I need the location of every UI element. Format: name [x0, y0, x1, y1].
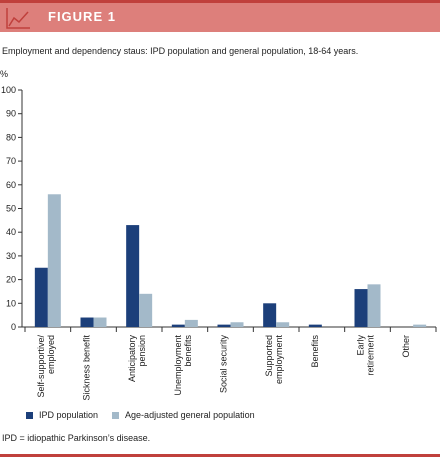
bar-general: [413, 324, 427, 327]
bar-ipd: [34, 267, 48, 327]
bar-general: [184, 319, 198, 327]
x-tick-label-line: Self-supportive/: [36, 335, 46, 398]
bar-ipd: [171, 324, 185, 327]
x-tick-label-line: Social security: [219, 335, 229, 394]
y-tick-label: 30: [6, 251, 16, 261]
chart-title: Employment and dependency staus: IPD pop…: [2, 46, 359, 56]
x-tick-label: Earlyretirement: [356, 335, 376, 376]
bar-ipd: [217, 324, 231, 327]
y-tick-label: 80: [6, 132, 16, 142]
figure-header: FIGURE 1: [0, 0, 440, 32]
bar-ipd: [354, 289, 368, 327]
bottom-rule: [0, 454, 440, 457]
y-tick-label: 70: [6, 156, 16, 166]
legend-item-ipd: IPD population: [26, 410, 98, 420]
bar-general: [230, 322, 244, 327]
y-tick-label: 100: [1, 85, 16, 95]
y-tick-label: 10: [6, 298, 16, 308]
legend-swatch-general: [112, 411, 120, 419]
x-tick-label-line: Unemployment: [173, 335, 183, 396]
y-tick-label: 60: [6, 180, 16, 190]
x-tick-label-line: employment: [274, 335, 284, 385]
x-tick-label-line: Other: [401, 335, 411, 358]
x-tick-label: Anticipatorypension: [127, 335, 147, 383]
bar-general: [276, 322, 290, 327]
bar-general: [93, 317, 107, 327]
bar-chart: % 0 10 20 30 40 50 60 70 80 90 100 Self-supportive/e…: [0, 69, 437, 401]
x-tick-label-line: employed: [46, 335, 56, 374]
figure-title: FIGURE 1: [48, 9, 116, 24]
x-tick-label: Other: [401, 335, 411, 358]
x-tick-label-line: Early: [356, 335, 366, 356]
legend-label-ipd: IPD population: [39, 410, 99, 420]
y-tick-label: 90: [6, 109, 16, 119]
bar-general: [367, 284, 381, 327]
legend-item-general: Age-adjusted general population: [112, 410, 255, 420]
footnote: IPD = idiopathic Parkinson’s disease.: [2, 433, 151, 443]
x-tick-label: Unemploymentbenefits: [173, 335, 193, 396]
x-tick-label: Supportedemployment: [264, 335, 284, 385]
x-tick-label-line: Benefits: [310, 335, 320, 368]
bar-ipd: [308, 324, 322, 327]
legend-label-general: Age-adjusted general population: [125, 410, 255, 420]
line-chart-icon: [6, 8, 30, 29]
y-tick-label: 20: [6, 275, 16, 285]
x-tick-label-line: benefits: [183, 335, 193, 367]
x-tick-label-line: pension: [137, 335, 147, 367]
bar-general: [139, 293, 153, 327]
x-tick-label-line: Sickness benefit: [82, 335, 92, 401]
y-tick-label: 0: [11, 322, 16, 332]
x-tick-label: Benefits: [310, 335, 320, 368]
bar-general: [47, 194, 61, 327]
x-tick-label: Self-supportive/employed: [36, 335, 56, 398]
y-axis-label: %: [0, 69, 8, 79]
x-tick-label: Social security: [219, 335, 229, 394]
chart-legend: IPD population Age-adjusted general popu…: [26, 410, 269, 420]
x-tick-label: Sickness benefit: [82, 335, 92, 401]
x-tick-label-line: Anticipatory: [127, 335, 137, 383]
x-tick-label-line: Supported: [264, 335, 274, 377]
legend-swatch-ipd: [26, 411, 33, 419]
y-tick-label: 40: [6, 227, 16, 237]
x-tick-label-line: retirement: [366, 335, 376, 376]
bar-ipd: [126, 225, 140, 327]
bar-ipd: [263, 303, 277, 327]
y-tick-label: 50: [6, 204, 16, 214]
bar-ipd: [80, 317, 94, 327]
